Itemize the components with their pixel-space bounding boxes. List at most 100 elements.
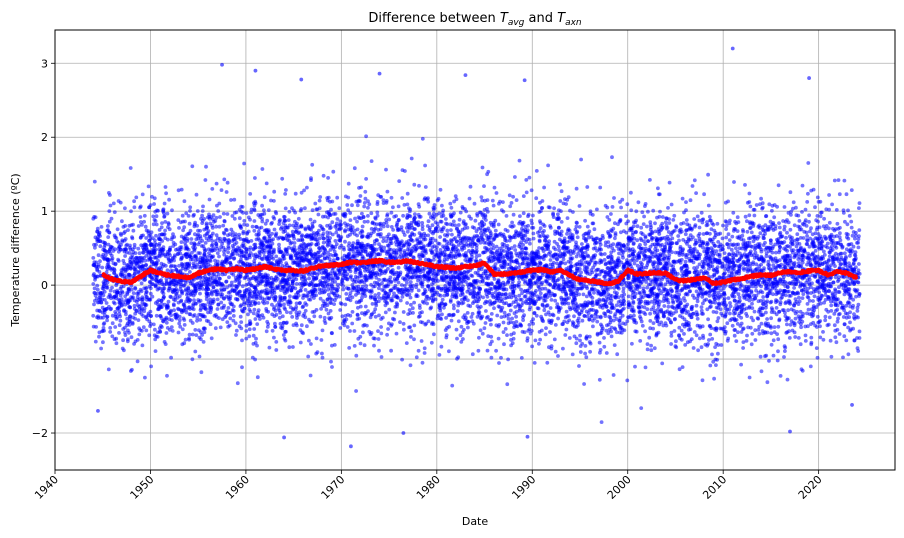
scatter-point xyxy=(815,355,820,360)
scatter-point xyxy=(486,226,491,231)
scatter-point xyxy=(240,365,244,370)
scatter-point xyxy=(576,320,581,325)
scatter-point xyxy=(229,280,234,285)
scatter-point xyxy=(162,201,167,206)
scatter-point xyxy=(782,344,787,348)
scatter-point xyxy=(310,162,315,167)
scatter-point xyxy=(142,219,147,224)
scatter-point xyxy=(96,253,101,258)
scatter-point xyxy=(583,351,587,356)
scatter-point xyxy=(239,326,244,331)
scatter-point xyxy=(837,285,841,290)
scatter-point xyxy=(818,214,823,219)
scatter-point xyxy=(552,239,557,244)
scatter-point xyxy=(173,295,178,300)
scatter-point xyxy=(572,314,576,319)
scatter-point xyxy=(189,241,194,246)
scatter-point xyxy=(747,375,752,380)
scatter-point xyxy=(805,302,810,306)
scatter-point xyxy=(697,336,702,341)
scatter-point xyxy=(857,228,862,233)
scatter-point xyxy=(343,228,347,233)
scatter-point xyxy=(548,306,553,310)
scatter-point xyxy=(493,228,498,233)
scatter-point xyxy=(805,234,809,238)
scatter-point xyxy=(252,228,257,233)
scatter-point xyxy=(531,231,536,236)
scatter-point xyxy=(781,219,785,223)
scatter-point xyxy=(772,310,777,315)
scatter-point xyxy=(256,229,261,234)
scatter-point xyxy=(190,250,194,255)
scatter-point xyxy=(326,250,330,255)
scatter-point xyxy=(350,321,355,326)
scatter-point xyxy=(355,253,360,258)
scatter-point xyxy=(795,232,800,237)
scatter-point xyxy=(485,206,489,211)
scatter-point xyxy=(354,389,358,393)
scatter-point xyxy=(812,294,817,299)
scatter-point xyxy=(396,265,401,270)
scatter-point xyxy=(360,295,364,300)
scatter-point xyxy=(416,278,420,283)
scatter-point xyxy=(208,297,213,302)
scatter-point xyxy=(348,329,352,333)
scatter-point xyxy=(262,208,266,213)
scatter-point xyxy=(222,231,227,236)
scatter-point xyxy=(584,294,589,299)
scatter-point xyxy=(734,339,739,343)
scatter-point xyxy=(350,310,355,314)
scatter-point xyxy=(844,303,849,308)
scatter-point xyxy=(769,316,773,321)
scatter-point xyxy=(163,236,168,241)
scatter-point xyxy=(625,258,629,262)
scatter-point xyxy=(153,327,157,332)
scatter-point xyxy=(114,336,119,341)
scatter-point xyxy=(472,201,477,206)
scatter-point xyxy=(695,316,700,321)
scatter-point xyxy=(221,223,226,228)
scatter-point xyxy=(293,191,298,196)
scatter-point xyxy=(548,258,553,262)
scatter-point xyxy=(409,335,413,339)
scatter-point xyxy=(436,285,441,290)
scatter-point xyxy=(201,204,205,209)
scatter-point xyxy=(187,221,192,226)
scatter-point xyxy=(133,285,138,290)
scatter-point xyxy=(592,227,597,232)
scatter-point xyxy=(671,300,676,305)
scatter-point xyxy=(301,304,306,309)
scatter-point xyxy=(856,268,861,273)
scatter-point xyxy=(246,312,250,317)
scatter-point xyxy=(358,341,363,346)
scatter-point xyxy=(713,345,717,349)
scatter-point xyxy=(254,336,258,341)
scatter-point xyxy=(806,286,810,291)
scatter-point xyxy=(153,349,158,353)
scatter-point xyxy=(508,308,513,313)
scatter-point xyxy=(402,283,407,288)
scatter-point xyxy=(414,282,419,287)
scatter-point xyxy=(322,319,327,323)
scatter-point xyxy=(599,420,604,424)
scatter-point xyxy=(683,259,688,264)
scatter-point xyxy=(542,308,547,313)
scatter-point xyxy=(237,216,242,221)
scatter-point xyxy=(704,297,709,302)
scatter-point xyxy=(562,236,567,241)
scatter-point xyxy=(355,313,360,317)
scatter-point xyxy=(754,203,759,207)
scatter-point xyxy=(837,192,842,197)
scatter-point xyxy=(749,315,754,320)
scatter-point xyxy=(609,212,613,216)
scatter-point xyxy=(426,219,431,224)
scatter-point xyxy=(402,327,406,332)
scatter-point xyxy=(753,328,758,333)
scatter-point xyxy=(447,349,451,354)
scatter-point xyxy=(394,331,399,336)
scatter-point xyxy=(144,243,149,248)
scatter-point xyxy=(847,214,852,218)
scatter-point xyxy=(513,235,517,240)
scatter-point xyxy=(620,249,624,254)
scatter-point xyxy=(613,236,617,241)
